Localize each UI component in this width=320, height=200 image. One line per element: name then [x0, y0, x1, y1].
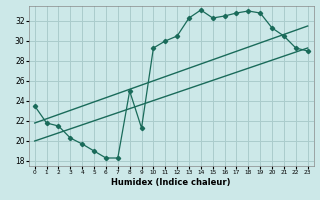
X-axis label: Humidex (Indice chaleur): Humidex (Indice chaleur): [111, 178, 231, 187]
